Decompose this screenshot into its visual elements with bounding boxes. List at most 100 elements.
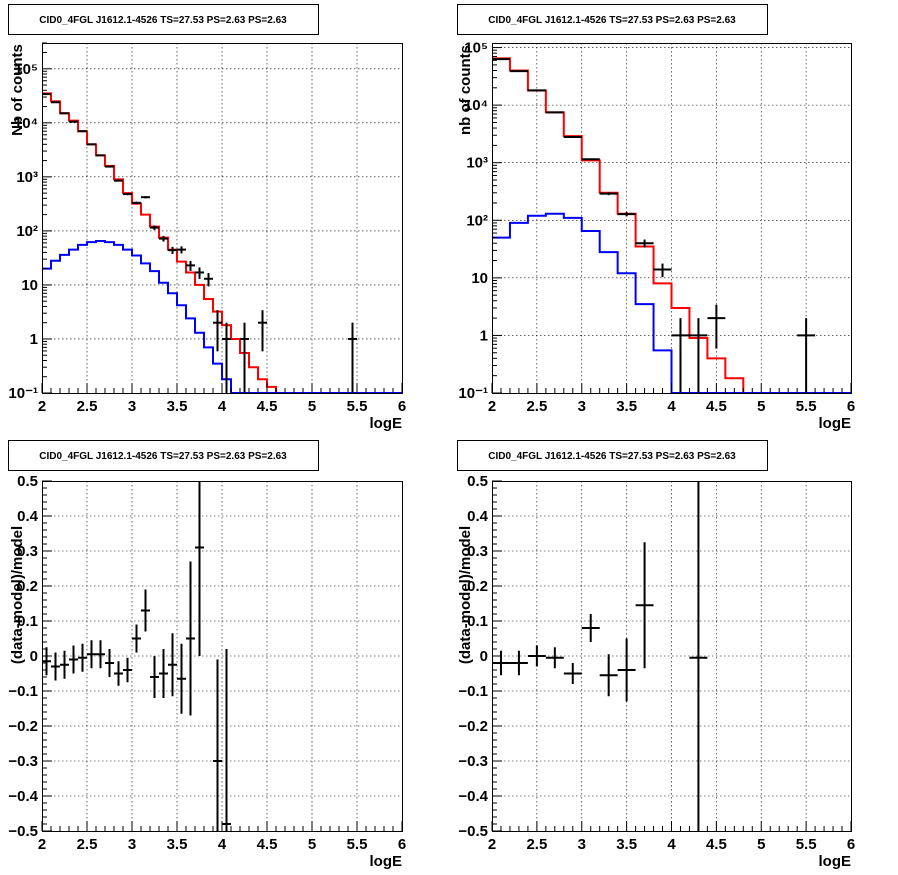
y-tick-label: −0.4 [8, 788, 38, 805]
chart-title: CID0_4FGL J1612.1-4526 TS=27.53 PS=2.63 … [488, 15, 736, 26]
y-tick-label: 0.3 [17, 543, 38, 560]
x-tick-label: 5.5 [796, 836, 817, 853]
x-tick-label: 4 [667, 398, 676, 415]
title-box [8, 440, 319, 471]
x-tick-label: 3 [128, 836, 136, 853]
title-box [8, 4, 319, 35]
y-tick-label: −0.2 [8, 718, 38, 735]
data-point [545, 111, 564, 114]
x-tick-label: 5 [308, 398, 316, 415]
data-point [563, 663, 582, 684]
y-tick-label: 10⁴ [464, 97, 488, 114]
data-point [689, 481, 708, 831]
data-point [69, 645, 78, 674]
data-point [96, 154, 105, 157]
data-point [527, 645, 546, 667]
x-tick-label: 6 [847, 836, 855, 853]
y-tick-label: 10⁵ [14, 61, 38, 78]
y-tick-label: 10 [21, 277, 38, 294]
data-point [87, 640, 96, 669]
y-tick-label: 10³ [466, 155, 488, 172]
data-point [141, 589, 150, 632]
y-tick-label: 0 [30, 648, 38, 665]
x-tick-label: 4.5 [257, 398, 278, 415]
data-point [105, 165, 114, 168]
data-point [581, 614, 600, 642]
x-tick-label: 5 [757, 398, 765, 415]
data-point [599, 654, 618, 697]
chart-title: CID0_4FGL J1612.1-4526 TS=27.53 PS=2.63 … [39, 15, 287, 26]
data-point [168, 633, 177, 697]
data-point [689, 318, 708, 393]
data-point [213, 310, 222, 352]
data-point [168, 246, 177, 254]
y-tick-label: 10⁻¹ [8, 385, 38, 402]
y-tick-label: −0.5 [458, 823, 488, 840]
y-tick-label: −0.4 [458, 788, 488, 805]
data-point [240, 322, 249, 393]
data-point [186, 260, 195, 271]
chart-title: CID0_4FGL J1612.1-4526 TS=27.53 PS=2.63 … [488, 451, 736, 462]
data-point [195, 481, 204, 656]
x-tick-label: 2.5 [77, 398, 98, 415]
y-tick-label: 1 [480, 327, 488, 344]
x-axis-title: logE [819, 853, 852, 870]
data-point [177, 643, 186, 714]
data-point [707, 304, 726, 349]
x-tick-label: 5 [757, 836, 765, 853]
x-tick-label: 6 [398, 398, 406, 415]
y-tick-label: 0.3 [467, 543, 488, 560]
x-tick-label: 6 [847, 398, 855, 415]
y-tick-label: −0.1 [458, 683, 488, 700]
data-point [132, 201, 141, 205]
x-tick-label: 5 [308, 836, 316, 853]
data-point [177, 246, 186, 254]
y-tick-label: 0.1 [17, 613, 38, 630]
data-point [60, 650, 69, 679]
x-axis-title: logE [819, 415, 852, 432]
data-point [563, 135, 582, 138]
data-point [213, 659, 222, 831]
y-tick-label: −0.2 [458, 718, 488, 735]
data-point [653, 263, 672, 278]
y-tick-label: 0.2 [17, 578, 38, 595]
y-tick-label: −0.3 [458, 753, 488, 770]
data-point [150, 225, 159, 230]
y-tick-label: 10² [16, 223, 38, 240]
chart-panel-residuals-right: CID0_4FGL J1612.1-4526 TS=27.53 PS=2.63 … [457, 440, 855, 870]
y-tick-label: 0.5 [17, 473, 38, 490]
x-tick-label: 2 [488, 398, 496, 415]
data-point [123, 193, 132, 196]
data-point [222, 322, 231, 393]
data-point [671, 318, 690, 393]
x-tick-label: 4.5 [706, 398, 727, 415]
data-point [96, 640, 105, 669]
y-tick-label: 10 [471, 270, 488, 287]
x-tick-label: 5.5 [347, 836, 368, 853]
data-point [42, 647, 51, 676]
data-point [581, 158, 600, 161]
x-tick-label: 3 [128, 398, 136, 415]
data-point [132, 624, 141, 653]
data-point [545, 647, 564, 669]
x-tick-label: 4 [667, 836, 676, 853]
x-tick-label: 2 [488, 836, 496, 853]
x-axis-title: logE [370, 415, 403, 432]
x-tick-label: 3.5 [616, 398, 637, 415]
data-point [204, 273, 213, 287]
data-point [348, 322, 357, 393]
data-point [617, 638, 636, 702]
data-point [195, 267, 204, 279]
data-point [78, 643, 87, 672]
x-tick-label: 6 [398, 836, 406, 853]
x-tick-label: 3.5 [167, 836, 188, 853]
x-tick-label: 3.5 [167, 398, 188, 415]
x-tick-label: 3.5 [616, 836, 637, 853]
x-tick-label: 3 [578, 398, 586, 415]
x-tick-label: 5.5 [796, 398, 817, 415]
y-axis-title: (data-model)/model [457, 526, 474, 664]
data-point [617, 212, 636, 217]
y-axis-title: Nb of counts [9, 44, 26, 136]
data-point [105, 649, 114, 677]
data-point [509, 650, 528, 676]
